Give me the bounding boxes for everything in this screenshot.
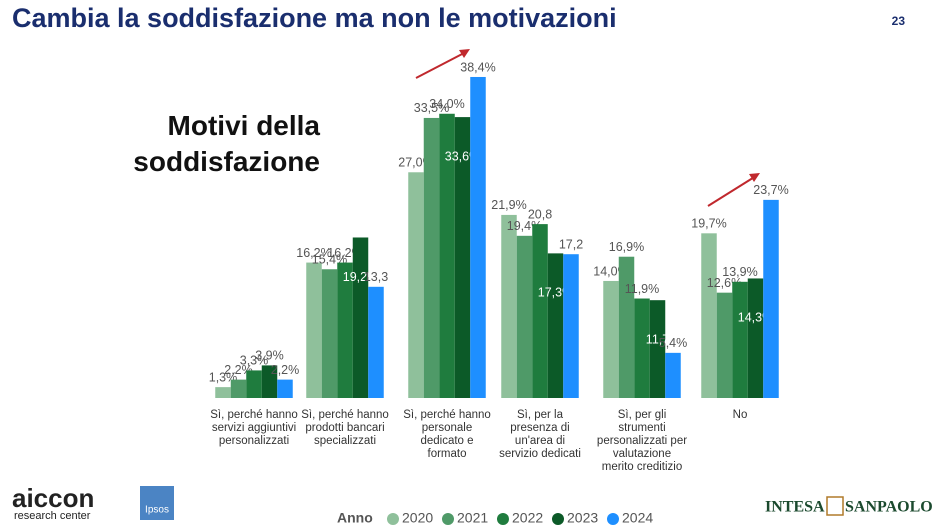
bar — [321, 269, 338, 398]
legend-label: 2022 — [512, 510, 543, 526]
legend-title: Anno — [337, 510, 373, 526]
legend-label: 2020 — [402, 510, 433, 526]
trend-arrow — [415, 51, 467, 79]
value-label: 21,9% — [491, 198, 526, 212]
bar — [423, 117, 440, 398]
bar — [732, 281, 748, 398]
value-label: 2,2% — [271, 363, 300, 377]
value-label: 20,8 — [528, 207, 552, 221]
bar — [665, 352, 681, 398]
logo-text: research center — [14, 510, 91, 522]
value-label: 19,2% — [343, 270, 378, 284]
legend-swatch — [387, 513, 399, 525]
bar — [439, 113, 455, 398]
logo-icon — [826, 496, 844, 516]
bar — [470, 76, 486, 398]
value-label: 16,9% — [609, 240, 644, 254]
logo-box — [140, 486, 174, 520]
bar — [763, 199, 779, 398]
value-label: 1,3% — [209, 370, 238, 384]
logo-text: INTESA — [765, 499, 825, 516]
bar — [246, 370, 262, 398]
value-label: 34,0% — [429, 97, 464, 111]
logo-text: aiccon — [12, 483, 94, 513]
x-tick-label: Sì, perché hanno personale dedicato e fo… — [403, 409, 491, 460]
bar — [603, 280, 619, 398]
logo-text: Ipsos — [145, 505, 169, 516]
bar — [230, 379, 247, 398]
bar — [277, 379, 293, 398]
page-number: 23 — [892, 14, 906, 28]
x-tick-label: Sì, perché hanno servizi aggiuntivi pers… — [210, 409, 298, 447]
bar — [261, 365, 278, 398]
arrow-head — [459, 49, 470, 58]
value-label: 19,7% — [691, 217, 726, 231]
bar — [563, 254, 579, 398]
page-title: Cambia la soddisfazione ma non le motiva… — [12, 3, 617, 33]
legend-label: 2024 — [622, 510, 653, 526]
value-label: 13,9% — [722, 265, 757, 279]
bar — [306, 262, 322, 398]
value-label: 13,3 — [364, 270, 388, 284]
bar — [352, 237, 369, 398]
bar — [716, 292, 733, 398]
x-tick-label: Sì, per gli strumenti personalizzati per… — [596, 409, 688, 473]
x-tick-label: Sì, per la presenza di un'area di serviz… — [499, 409, 581, 460]
bar — [701, 233, 717, 398]
bar — [337, 262, 353, 398]
bar — [215, 387, 231, 398]
legend-swatch — [497, 513, 509, 525]
bar — [516, 235, 533, 398]
bar — [532, 224, 548, 398]
x-tick-label: No — [732, 409, 748, 421]
x-tick-label: Sì, perché hanno prodotti bancari specia… — [301, 409, 389, 447]
value-label: 17,2 — [559, 238, 583, 252]
value-label: 33,5% — [414, 101, 449, 115]
legend-swatch — [442, 513, 454, 525]
logo-text: SANPAOLO — [845, 499, 933, 516]
bar — [408, 172, 424, 398]
value-label: 23,7% — [753, 183, 788, 197]
value-label: 5,4% — [659, 336, 688, 350]
arrow-head — [749, 173, 760, 182]
value-label: 38,4% — [460, 60, 495, 74]
legend-swatch — [607, 513, 619, 525]
bar — [747, 278, 764, 398]
trend-arrow — [707, 175, 757, 207]
bar — [618, 256, 635, 398]
value-label: 11,9% — [625, 282, 660, 296]
bar — [547, 253, 564, 398]
chart-subtitle: Motivi della soddisfazione — [133, 110, 320, 177]
legend-label: 2023 — [567, 510, 598, 526]
bar — [634, 298, 650, 398]
value-label: 2,2% — [224, 363, 253, 377]
bar — [454, 117, 471, 398]
legend-swatch — [552, 513, 564, 525]
value-label: 3,3% — [240, 354, 269, 368]
bar — [501, 214, 517, 398]
bar — [649, 300, 666, 398]
value-label: 16,2% — [296, 246, 331, 260]
value-label: 11,7 — [646, 332, 669, 346]
legend-label: 2021 — [457, 510, 488, 526]
value-label: 3,9% — [255, 349, 284, 363]
bar — [368, 286, 384, 398]
